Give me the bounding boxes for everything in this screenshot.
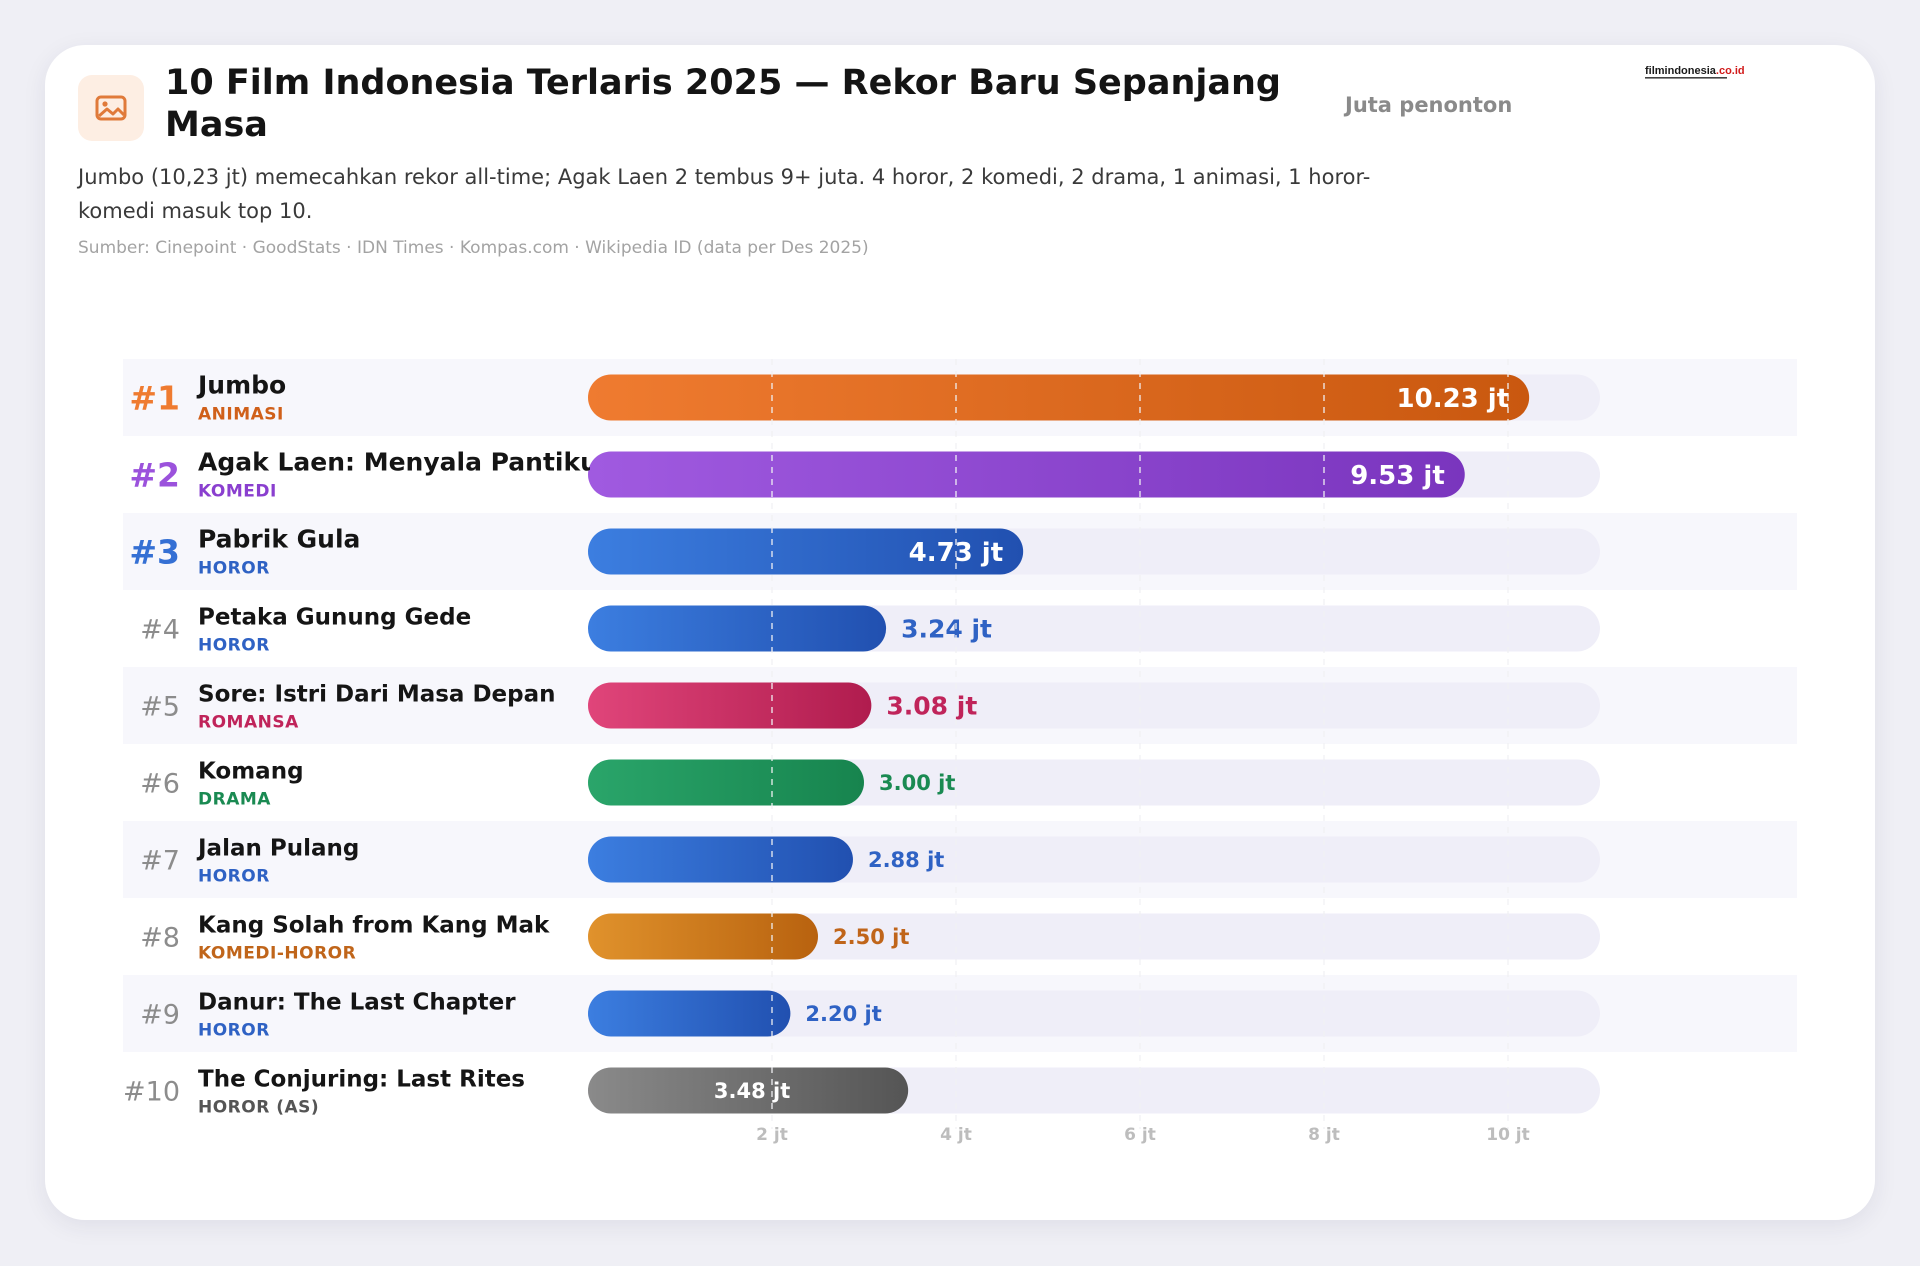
chart-row: #4 Petaka Gunung Gede HOROR 3.24 jt bbox=[140, 605, 1600, 656]
brand-logo-text: filmindonesia.co.id bbox=[1645, 65, 1745, 77]
genre-label: KOMEDI-HOROR bbox=[198, 944, 356, 964]
bar bbox=[588, 836, 853, 883]
film-title: Jumbo bbox=[196, 371, 286, 400]
rank-label: #5 bbox=[140, 692, 180, 723]
chart-row: #7 Jalan Pulang HOROR 2.88 jt bbox=[140, 836, 1600, 887]
value-label: 2.50 jt bbox=[833, 925, 909, 949]
bar bbox=[588, 528, 1024, 575]
rank-label: #10 bbox=[123, 1077, 180, 1108]
film-title: Kang Solah from Kang Mak bbox=[198, 913, 550, 939]
film-title: Sore: Istri Dari Masa Depan bbox=[198, 682, 556, 708]
rank-label: #2 bbox=[129, 456, 180, 495]
value-label: 10.23 jt bbox=[1397, 384, 1510, 414]
page-title: 10 Film Indonesia Terlaris 2025 — Rekor … bbox=[165, 63, 1281, 145]
bar bbox=[588, 759, 864, 806]
value-label: 3.00 jt bbox=[879, 771, 955, 795]
chart-row: #8 Kang Solah from Kang Mak KOMEDI-HOROR 2.… bbox=[140, 913, 1600, 964]
x-tick-label: 2 jt bbox=[756, 1125, 788, 1145]
image-icon-glyph bbox=[95, 95, 127, 121]
image-icon bbox=[78, 75, 144, 141]
value-label: 3.08 jt bbox=[886, 692, 977, 721]
chart-row: #5 Sore: Istri Dari Masa Depan ROMANSA 3.08… bbox=[140, 682, 1600, 733]
bar bbox=[588, 1067, 909, 1114]
bar-track bbox=[588, 990, 1600, 1037]
value-label: 9.53 jt bbox=[1350, 461, 1445, 491]
rank-label: #1 bbox=[129, 379, 180, 418]
chart-row: #10 The Conjuring: Last Rites HOROR (AS) 3.… bbox=[123, 1067, 1600, 1118]
unit-label: Juta penonton bbox=[1345, 93, 1513, 117]
bar bbox=[588, 990, 791, 1037]
rank-label: #9 bbox=[140, 1000, 180, 1031]
chart-row: #9 Danur: The Last Chapter HOROR 2.20 jt bbox=[140, 990, 1600, 1041]
chart-subtitle: Jumbo (10,23 jt) memecahkan rekor all-ti… bbox=[78, 165, 1371, 223]
rank-label: #3 bbox=[129, 533, 180, 572]
x-tick-label: 10 jt bbox=[1486, 1125, 1530, 1145]
film-title: Petaka Gunung Gede bbox=[198, 605, 471, 631]
bar bbox=[588, 913, 818, 960]
value-label: 2.20 jt bbox=[805, 1002, 881, 1026]
genre-label: HOROR (AS) bbox=[198, 1098, 319, 1118]
bar bbox=[588, 451, 1465, 498]
film-title: Pabrik Gula bbox=[198, 525, 360, 554]
genre-label: ANIMASI bbox=[198, 405, 284, 425]
chart-row: #1 Jumbo ANIMASI 10.23 jt bbox=[129, 371, 1600, 425]
chart-row: #2 Agak Laen: Menyala Pantiku! KOMEDI 9.53 … bbox=[129, 448, 1600, 502]
rank-label: #8 bbox=[140, 923, 180, 954]
rank-label: #6 bbox=[140, 769, 180, 800]
bar bbox=[588, 374, 1530, 421]
film-title: Jalan Pulang bbox=[196, 836, 359, 862]
x-tick-label: 6 jt bbox=[1124, 1125, 1156, 1145]
film-title: Danur: The Last Chapter bbox=[198, 990, 516, 1016]
source-note: Sumber: Cinepoint · GoodStats · IDN Time… bbox=[78, 238, 869, 258]
genre-label: DRAMA bbox=[198, 790, 271, 810]
value-label: 2.88 jt bbox=[868, 848, 944, 872]
value-label: 3.48 jt bbox=[714, 1079, 790, 1103]
film-title: Agak Laen: Menyala Pantiku! bbox=[198, 448, 609, 477]
genre-label: HOROR bbox=[198, 867, 270, 887]
value-label: 3.24 jt bbox=[901, 615, 992, 644]
bar bbox=[588, 605, 887, 652]
x-tick-label: 8 jt bbox=[1308, 1125, 1340, 1145]
rank-label: #7 bbox=[140, 846, 180, 877]
genre-label: ROMANSA bbox=[198, 713, 299, 733]
bar bbox=[588, 682, 872, 729]
film-title: The Conjuring: Last Rites bbox=[198, 1067, 525, 1093]
film-title: Komang bbox=[198, 759, 304, 785]
genre-label: HOROR bbox=[198, 636, 270, 656]
genre-label: HOROR bbox=[198, 1021, 270, 1041]
genre-label: KOMEDI bbox=[198, 482, 277, 502]
x-tick-label: 4 jt bbox=[940, 1125, 972, 1145]
chart-row: #6 Komang DRAMA 3.00 jt bbox=[140, 759, 1600, 810]
genre-label: HOROR bbox=[198, 559, 270, 579]
brand-logo: filmindonesia.co.id bbox=[1645, 65, 1745, 79]
bar-track bbox=[588, 913, 1600, 960]
rank-label: #4 bbox=[140, 615, 180, 646]
